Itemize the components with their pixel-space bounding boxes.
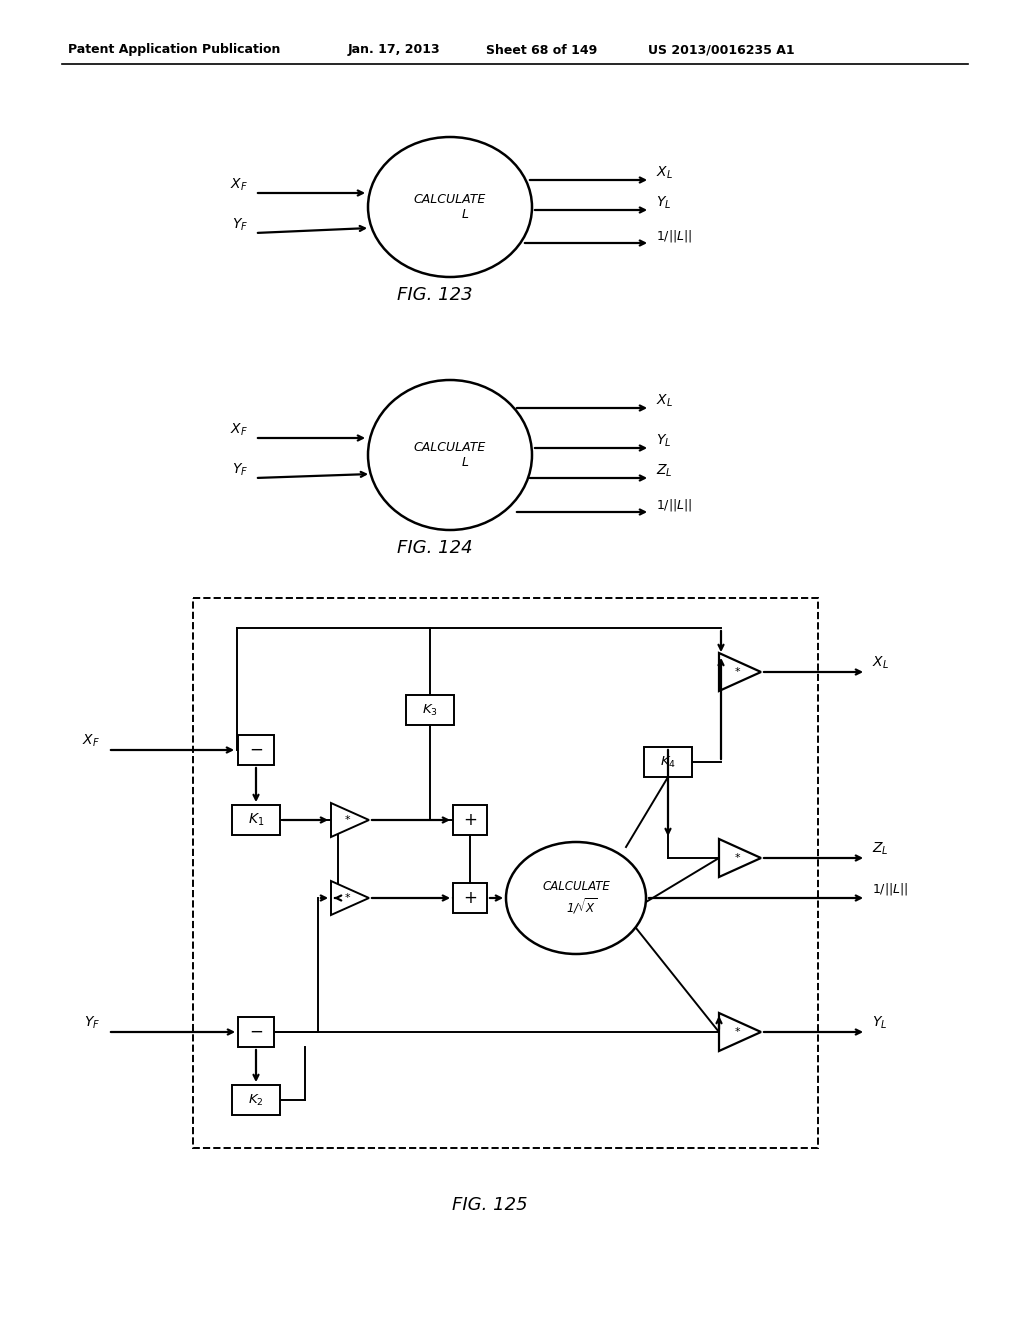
Text: $K_4$: $K_4$ bbox=[660, 755, 676, 770]
Text: $X_F$: $X_F$ bbox=[230, 177, 248, 193]
Bar bbox=[232, 805, 280, 836]
Polygon shape bbox=[719, 653, 761, 690]
Text: CALCULATE
   1/$\sqrt{X}$: CALCULATE 1/$\sqrt{X}$ bbox=[542, 880, 610, 916]
Bar bbox=[453, 805, 487, 836]
Text: CALCULATE
        L: CALCULATE L bbox=[414, 193, 486, 220]
Bar bbox=[644, 747, 692, 777]
Text: FIG. 123: FIG. 123 bbox=[397, 286, 473, 304]
Text: $K_1$: $K_1$ bbox=[248, 812, 264, 828]
Bar bbox=[238, 735, 274, 766]
Text: CALCULATE
        L: CALCULATE L bbox=[414, 441, 486, 469]
Text: +: + bbox=[463, 810, 477, 829]
Polygon shape bbox=[331, 803, 369, 837]
Bar bbox=[238, 1016, 274, 1047]
Ellipse shape bbox=[368, 137, 532, 277]
Polygon shape bbox=[331, 880, 369, 915]
Text: $Z_L$: $Z_L$ bbox=[872, 841, 889, 857]
Polygon shape bbox=[719, 1012, 761, 1051]
Text: Jan. 17, 2013: Jan. 17, 2013 bbox=[348, 44, 440, 57]
Text: $X_L$: $X_L$ bbox=[656, 393, 673, 409]
Text: US 2013/0016235 A1: US 2013/0016235 A1 bbox=[648, 44, 795, 57]
Text: $Y_L$: $Y_L$ bbox=[656, 195, 672, 211]
Text: −: − bbox=[249, 741, 263, 759]
Text: $K_2$: $K_2$ bbox=[248, 1093, 264, 1107]
Bar bbox=[453, 883, 487, 913]
Bar bbox=[406, 696, 454, 725]
Text: $1/||L||$: $1/||L||$ bbox=[656, 228, 692, 244]
Text: FIG. 125: FIG. 125 bbox=[453, 1196, 527, 1214]
Text: *: * bbox=[734, 667, 739, 677]
Text: $Z_L$: $Z_L$ bbox=[656, 463, 673, 479]
Ellipse shape bbox=[506, 842, 646, 954]
Text: $X_L$: $X_L$ bbox=[872, 655, 889, 671]
Ellipse shape bbox=[368, 380, 532, 531]
Text: −: − bbox=[249, 1023, 263, 1041]
Text: $X_L$: $X_L$ bbox=[656, 165, 673, 181]
Text: *: * bbox=[734, 1027, 739, 1038]
Text: $Y_F$: $Y_F$ bbox=[231, 216, 248, 234]
Text: $Y_L$: $Y_L$ bbox=[656, 433, 672, 449]
Text: $1/||L||$: $1/||L||$ bbox=[656, 498, 692, 513]
Text: *: * bbox=[344, 894, 350, 903]
Text: +: + bbox=[463, 888, 477, 907]
Text: $1/||L||$: $1/||L||$ bbox=[872, 880, 908, 898]
Text: $Y_F$: $Y_F$ bbox=[84, 1015, 100, 1031]
Text: $Y_F$: $Y_F$ bbox=[231, 462, 248, 478]
Text: FIG. 124: FIG. 124 bbox=[397, 539, 473, 557]
Bar bbox=[232, 1085, 280, 1115]
Text: Patent Application Publication: Patent Application Publication bbox=[68, 44, 281, 57]
Polygon shape bbox=[719, 840, 761, 876]
Text: *: * bbox=[344, 814, 350, 825]
Text: *: * bbox=[734, 853, 739, 863]
Bar bbox=[193, 598, 818, 1148]
Text: $X_F$: $X_F$ bbox=[230, 422, 248, 438]
Text: $K_3$: $K_3$ bbox=[422, 702, 438, 718]
Text: $X_F$: $X_F$ bbox=[82, 733, 100, 750]
Text: Sheet 68 of 149: Sheet 68 of 149 bbox=[486, 44, 597, 57]
Text: $Y_L$: $Y_L$ bbox=[872, 1015, 888, 1031]
